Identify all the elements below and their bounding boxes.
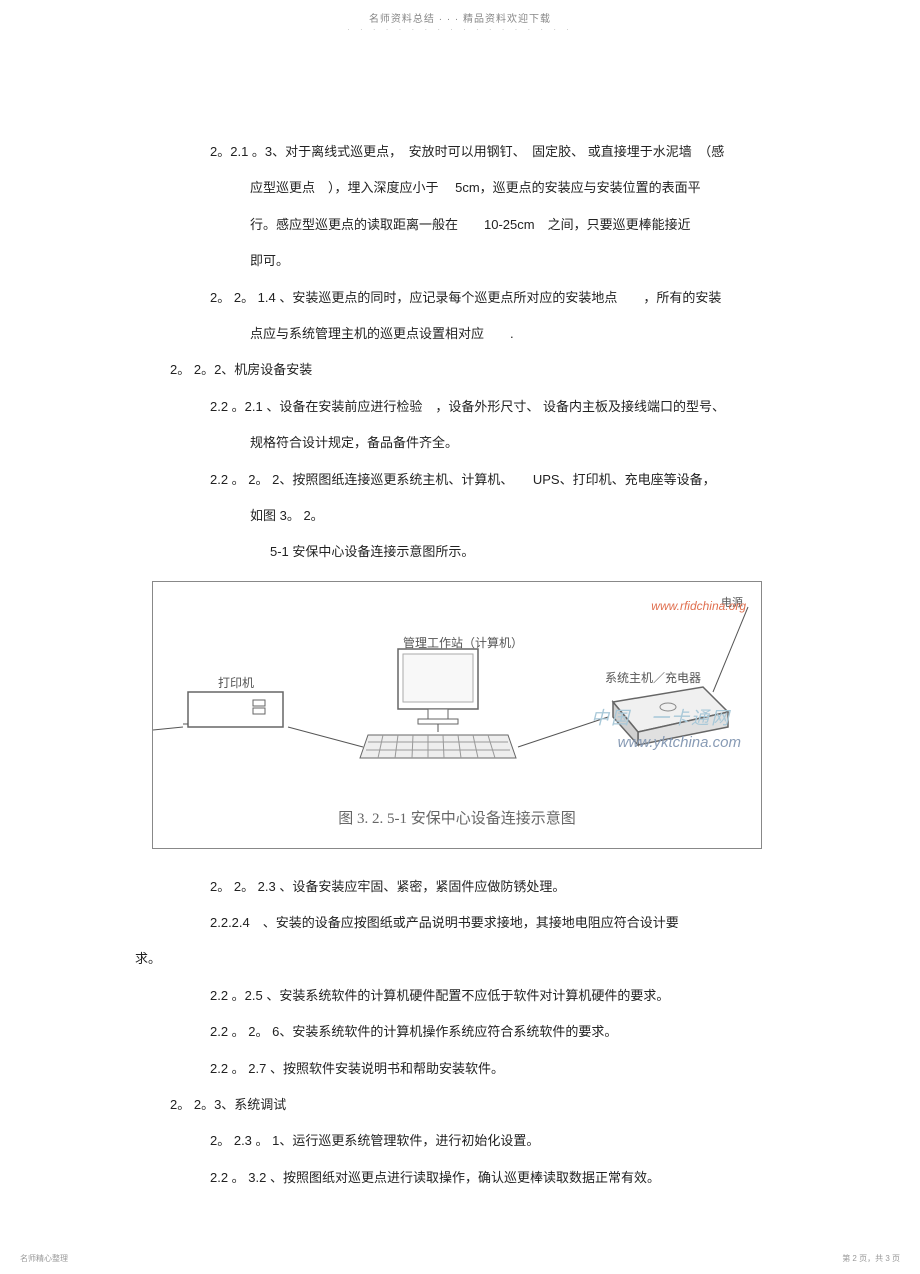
paragraph-2-2-2-2: 2.2 。 2。 2、按照图纸连接巡更系统主机、计算机、 UPS、打印机、充电座… [170, 462, 770, 498]
header-dots: · · · · · · · · · · · · · · · · · · [0, 25, 920, 34]
watermark-ykt-url: www.yktchina.com [618, 722, 741, 764]
paragraph-2-2-1-3-cont3: 即可。 [170, 243, 770, 279]
paragraph-2-2-2-2-cont: 如图 3。 2。 [170, 498, 770, 534]
document-content: 2。2.1 。3、对于离线式巡更点， 安放时可以用钢钉、 固定胶、 或直接埋于水… [0, 34, 920, 941]
paragraph-2-2-2-4-cont: 求。 [0, 941, 920, 977]
page-header: 名师资料总结 · · · 精品资料欢迎下载 · · · · · · · · · … [0, 0, 920, 34]
paragraph-2-2-2-2-cont2: 5-1 安保中心设备连接示意图所示。 [170, 534, 770, 570]
footer-left: 名师精心整理 [20, 1253, 68, 1264]
paragraph-2-2-2-3: 2。 2。 2.3 、设备安装应牢固、紧密，紧固件应做防锈处理。 [170, 869, 770, 905]
paragraph-2-2-2-4: 2.2.2.4 、安装的设备应按图纸或产品说明书要求接地，其接地电阻应符合设计要 [170, 905, 770, 941]
paragraph-2-2-3-2: 2.2 。 3.2 、按照图纸对巡更点进行读取操作，确认巡更棒读取数据正常有效。 [170, 1160, 770, 1196]
paragraph-2-2-1-4-cont: 点应与系统管理主机的巡更点设置相对应 . [170, 316, 770, 352]
paragraph-2-2-2-1-cont: 规格符合设计规定，备品备件齐全。 [170, 425, 770, 461]
paragraph-2-2-1-3-cont2: 行。感应型巡更点的读取距离一般在 10-25cm 之间，只要巡更棒能接近 [170, 207, 770, 243]
heading-2-2-2: 2。 2。2、机房设备安装 [170, 352, 770, 388]
footer-right: 第 2 页，共 3 页 [842, 1253, 900, 1264]
diagram-caption: 图 3. 2. 5-1 安保中心设备连接示意图 [153, 792, 761, 848]
paragraph-2-2-3-1: 2。 2.3 。 1、运行巡更系统管理软件，进行初始化设置。 [170, 1123, 770, 1159]
paragraph-2-2-1-4: 2。 2。 1.4 、安装巡更点的同时，应记录每个巡更点所对应的安装地点 ，所有… [170, 280, 770, 316]
paragraph-2-2-1-3: 2。2.1 。3、对于离线式巡更点， 安放时可以用钢钉、 固定胶、 或直接埋于水… [170, 134, 770, 170]
paragraph-2-2-1-3-cont1: 应型巡更点 ），埋入深度应小于 5cm，巡更点的安装应与安装位置的表面平 [170, 170, 770, 206]
header-title: 名师资料总结 · · · 精品资料欢迎下载 [0, 10, 920, 25]
diagram-container: 电源 www.rfidchina.org 管理工作站（计算机） 打印机 系统主机… [152, 581, 762, 849]
paragraph-2-2-2-1: 2.2 。2.1 、设备在安装前应进行检验 ，设备外形尺寸、 设备内主板及接线端… [170, 389, 770, 425]
heading-2-2-3: 2。 2。3、系统调试 [170, 1087, 770, 1123]
security-center-diagram: 电源 www.rfidchina.org 管理工作站（计算机） 打印机 系统主机… [153, 582, 761, 792]
paragraph-2-2-2-5: 2.2 。2.5 、安装系统软件的计算机硬件配置不应低于软件对计算机硬件的要求。 [170, 978, 770, 1014]
document-content-2: 2.2 。2.5 、安装系统软件的计算机硬件配置不应低于软件对计算机硬件的要求。… [0, 978, 920, 1196]
paragraph-2-2-2-7: 2.2 。 2.7 、按照软件安装说明书和帮助安装软件。 [170, 1051, 770, 1087]
paragraph-2-2-2-6: 2.2 。 2。 6、安装系统软件的计算机操作系统应符合系统软件的要求。 [170, 1014, 770, 1050]
